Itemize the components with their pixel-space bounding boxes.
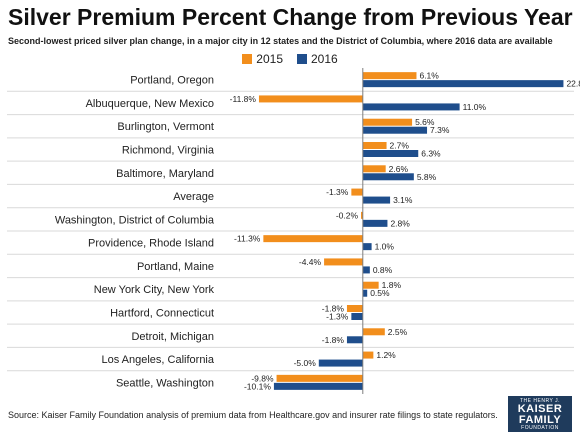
logo-line-4: FOUNDATION	[521, 425, 559, 431]
category-label: Portland, Maine	[137, 261, 214, 273]
data-label-2015: 2.5%	[388, 327, 408, 337]
source-note: Source: Kaiser Family Foundation analysi…	[8, 410, 498, 420]
category-label: Seattle, Washington	[116, 377, 214, 389]
data-label-2016: -1.8%	[322, 335, 345, 345]
bar-2016	[362, 103, 460, 111]
data-label-2015: -11.3%	[234, 234, 261, 244]
category-label: Albuquerque, New Mexico	[86, 98, 214, 110]
bar-2016	[362, 80, 564, 88]
logo-line-2: KAISER	[517, 403, 563, 415]
data-label-2016: 3.1%	[393, 195, 413, 205]
bar-2015	[276, 374, 363, 382]
bar-2016	[362, 126, 428, 134]
bar-2016	[362, 173, 414, 181]
data-label-2016: 1.0%	[375, 242, 395, 252]
category-label: Average	[173, 191, 214, 203]
data-label-2016: 11.0%	[463, 102, 487, 112]
category-label: New York City, New York	[94, 284, 215, 296]
bar-2016	[362, 219, 388, 227]
bar-2015	[258, 95, 363, 103]
category-label: Detroit, Michigan	[131, 331, 214, 343]
bar-2015	[362, 165, 386, 173]
data-label-2016: 6.3%	[421, 149, 441, 159]
bar-2016	[273, 382, 363, 390]
data-label-2015: 2.7%	[390, 141, 410, 151]
data-label-2016: -10.1%	[244, 381, 271, 391]
data-label-2015: 5.6%	[415, 117, 435, 127]
category-label: Hartford, Connecticut	[110, 308, 214, 320]
bar-2015	[362, 72, 417, 80]
legend-label-2015: 2015	[256, 52, 283, 66]
category-label: Richmond, Virginia	[122, 145, 215, 157]
data-label-2015: -11.8%	[230, 94, 257, 104]
chart-legend: 2015 2016	[0, 52, 580, 66]
bar-2016	[362, 196, 391, 204]
data-label-2015: -0.2%	[336, 210, 359, 220]
data-label-2015: 2.6%	[389, 164, 409, 174]
bar-2016	[362, 150, 419, 157]
category-label: Burlington, Vermont	[117, 121, 214, 133]
bar-2016	[346, 336, 363, 344]
data-label-2016: 0.5%	[370, 288, 390, 298]
category-label: Portland, Oregon	[130, 75, 214, 87]
legend-swatch-2016	[297, 54, 307, 64]
data-label-2016: 2.8%	[390, 218, 410, 228]
logo-line-1: THE HENRY J.	[520, 398, 560, 404]
category-label: Los Angeles, California	[101, 354, 214, 366]
legend-item-2015: 2015	[242, 52, 283, 66]
legend-item-2016: 2016	[297, 52, 338, 66]
data-label-2016: 5.8%	[417, 172, 437, 182]
data-label-2015: -1.8%	[322, 304, 345, 314]
data-label-2015: 1.2%	[376, 350, 396, 360]
bar-chart: Portland, Oregon 6.1% 22.8% Albuquerque, Ne…	[7, 68, 580, 394]
data-label-2015: 1.8%	[382, 280, 402, 290]
legend-label-2016: 2016	[311, 52, 338, 66]
bar-2015	[362, 142, 387, 149]
bar-2015	[362, 281, 379, 289]
bar-2015	[361, 211, 363, 219]
data-label-2016: -1.3%	[326, 312, 349, 322]
data-label-2016: -5.0%	[294, 358, 317, 368]
category-label: Providence, Rhode Island	[88, 238, 214, 250]
bar-2016	[362, 243, 372, 251]
bar-2015	[362, 118, 413, 126]
category-label: Washington, District of Columbia	[55, 214, 215, 226]
bar-2015	[324, 258, 363, 266]
bar-2016	[362, 266, 370, 274]
kff-logo: THE HENRY J. KAISER FAMILY FOUNDATION	[508, 396, 572, 432]
chart-title: Silver Premium Percent Change from Previ…	[8, 4, 573, 30]
data-label-2015: -9.8%	[251, 373, 274, 383]
data-label-2015: -4.4%	[299, 257, 322, 267]
data-label-2015: -1.3%	[326, 187, 349, 197]
bar-2016	[318, 359, 363, 367]
bar-2016	[351, 313, 363, 320]
bar-2015	[346, 305, 363, 312]
category-label: Baltimore, Maryland	[116, 168, 214, 180]
data-label-2016: 0.8%	[373, 265, 393, 275]
legend-swatch-2015	[242, 54, 253, 64]
bar-2015	[351, 188, 363, 196]
data-label-2016: 22.8%	[566, 79, 580, 89]
bar-2015	[362, 351, 374, 359]
bar-2015	[263, 235, 363, 243]
data-label-2016: 7.3%	[430, 125, 450, 135]
logo-line-3: FAMILY	[518, 414, 562, 426]
chart-subtitle: Second-lowest priced silver plan change,…	[8, 36, 553, 46]
bar-2015	[362, 328, 385, 336]
bar-2016	[362, 289, 368, 297]
data-label-2015: 6.1%	[419, 71, 439, 81]
